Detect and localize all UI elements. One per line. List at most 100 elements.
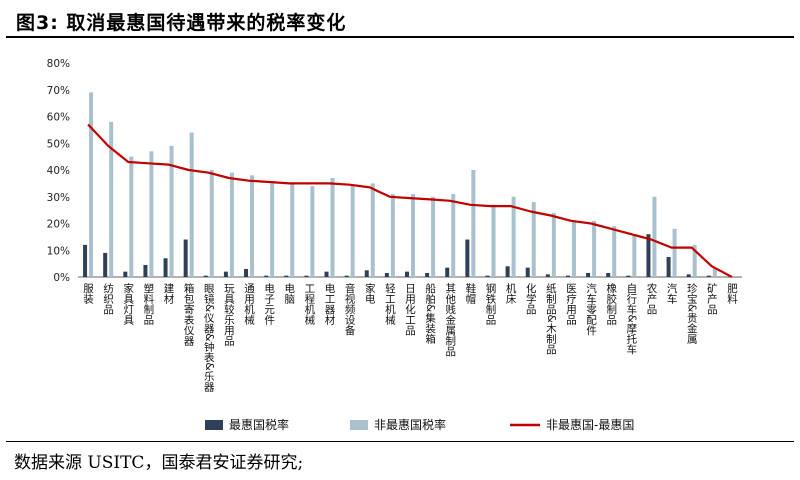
bar-non-mfn [431,196,436,277]
category-label: 电工器材 [324,282,336,325]
bar-mfn [405,271,409,277]
line-layer [87,123,733,278]
y-tick-label: 50% [47,138,70,150]
y-tick-label: 80% [47,58,70,70]
legend-label-mfn: 最惠国税率 [229,417,289,432]
y-tick-label: 10% [47,245,70,257]
axes-layer: 0% 10% 20% 30% 40% 50% 60% 70% 80% [47,58,742,284]
category-label: 汽车 [666,282,678,305]
y-tick-label: 20% [47,219,70,231]
legend-swatch-non-mfn [350,420,368,430]
bar-mfn [505,266,510,277]
bar-non-mfn [571,220,576,277]
bar-non-mfn [551,212,556,277]
category-label: 其他贱金属制品 [444,283,456,357]
bar-mfn [143,264,148,277]
bar-mfn [123,271,128,277]
category-label: 服装 [82,283,94,305]
category-label: 工程机械 [303,283,315,326]
y-tick-label: 70% [47,85,70,97]
bar-mfn [565,275,570,277]
bar-mfn [103,252,108,277]
bar-non-mfn [712,268,717,277]
category-label: 肥料 [726,283,738,305]
category-label: 农产品 [645,282,657,315]
category-label: 矿产品 [706,282,718,315]
bar-non-mfn [310,186,315,277]
bar-non-mfn [652,196,657,277]
bar-non-mfn [149,151,154,277]
category-label: 纺织品 [102,282,114,315]
bar-non-mfn [209,170,214,277]
category-label: 家具灯具 [122,282,134,326]
y-tick-label: 30% [47,192,70,204]
category-label: 化学品 [525,282,537,315]
legend: 最惠国税率 非最惠国税率 非最惠国-最惠国 [205,417,634,432]
bar-mfn [324,271,329,277]
category-label: 鞋帽 [464,282,476,305]
category-label: 电脑 [283,282,295,305]
bar-non-mfn [169,145,174,277]
bar-non-mfn [390,194,395,277]
bar-non-mfn [250,175,255,277]
bar-mfn [686,274,691,277]
bar-non-mfn [451,194,456,277]
bar-non-mfn [632,234,637,277]
legend-label-non-mfn: 非最惠国税率 [374,417,446,432]
bar-non-mfn [109,121,114,277]
bar-mfn [364,270,369,277]
bar-non-mfn [350,186,355,277]
labels-layer: 服装 纺织品 家具灯具 塑料制品 建材 箱包寄表仪器 眼镜&仪器&钟表&乐器 玩具较乐用品 通用… [82,282,738,392]
bar-non-mfn [531,202,536,277]
category-label: 医疗用品 [565,283,577,326]
category-label: 珍宝&贵金属 [686,283,698,344]
bar-non-mfn [270,183,275,277]
category-label: 自行车&摩托车 [625,282,637,355]
bar-non-mfn [370,183,375,277]
diff-line [87,123,733,278]
bar-non-mfn [692,244,697,277]
category-label: 电子元件 [263,282,275,326]
category-label: 眼镜&仪器&钟表&乐器 [203,283,215,392]
tariff-chart: 0% 10% 20% 30% 40% 50% 60% 70% 80% 服装 纺织品 家具灯具 塑料制品… [47,58,742,432]
category-label: 船舶&集装箱 [424,282,436,344]
bar-non-mfn [330,178,335,277]
bar-mfn [83,244,88,277]
bar-mfn [425,272,430,277]
bar-non-mfn [229,172,234,277]
bar-non-mfn [491,204,496,277]
legend-swatch-mfn [205,420,223,430]
bars-layer [83,92,717,277]
bar-mfn [706,275,711,277]
category-label: 纸制品&木制品 [545,282,557,355]
bar-mfn [163,258,168,277]
category-label: 塑料制品 [142,282,154,326]
bar-mfn [304,275,309,277]
bar-non-mfn [471,170,476,277]
bar-non-mfn [189,132,194,277]
y-tick-label: 60% [47,112,70,124]
category-label: 玩具较乐用品 [223,283,235,347]
source-note: 数据来源 USITC，国泰君安证券研究; [14,453,304,473]
bar-mfn [646,234,651,277]
category-label: 日用化工品 [404,283,416,336]
category-label: 通用机械 [243,283,255,326]
legend-label-diff: 非最惠国-最惠国 [546,418,634,432]
bar-non-mfn [612,226,617,277]
bar-mfn [223,271,228,277]
category-label: 钢铁制品 [484,282,496,326]
category-label: 音视频设备 [344,282,356,336]
y-tick-label: 40% [47,165,70,177]
bar-mfn [203,275,208,277]
bar-mfn [485,275,490,277]
bar-mfn [183,239,188,277]
bar-non-mfn [592,220,597,277]
category-label: 家电 [364,282,376,304]
category-label: 轻工机械 [384,282,396,326]
figure-title: 图3: 取消最惠国待遇带来的税率变化 [16,12,347,34]
bar-mfn [284,275,289,277]
bar-mfn [244,268,249,277]
bar-mfn [525,267,530,277]
bar-mfn [586,272,591,277]
bar-non-mfn [411,194,415,277]
